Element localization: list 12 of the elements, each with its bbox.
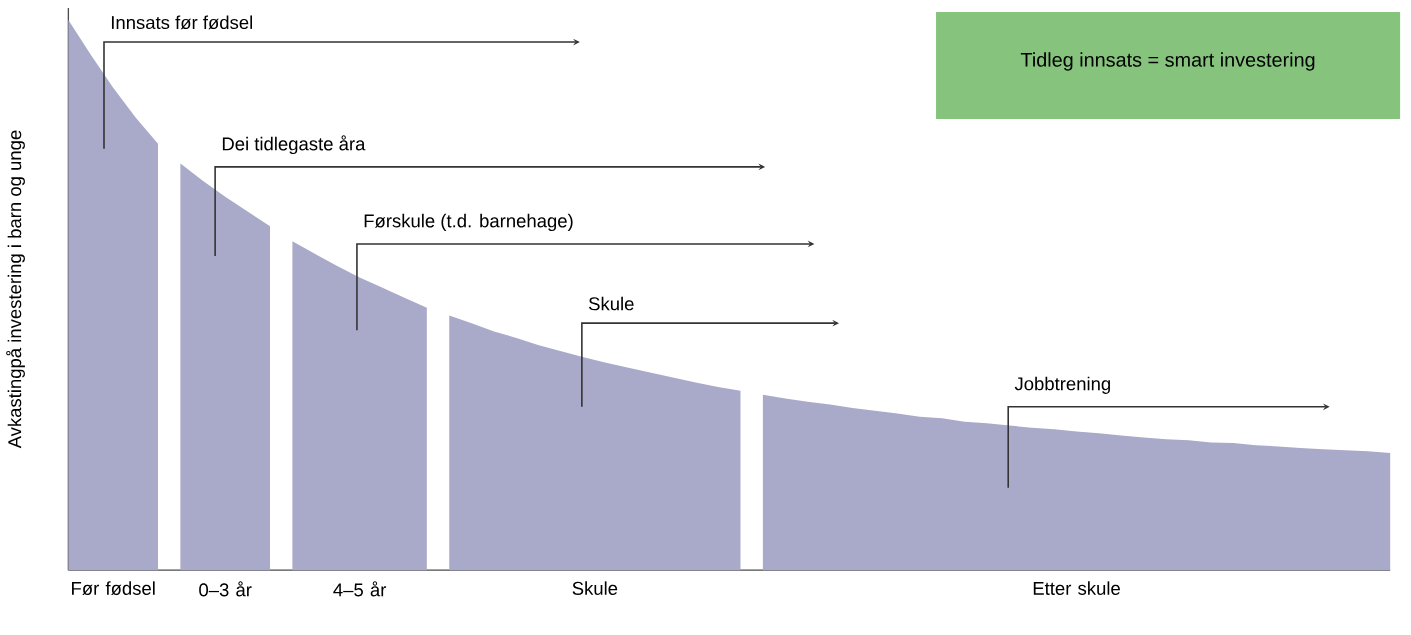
y-axis-title: Avkastingpå investering i barn og unge (6, 130, 25, 449)
annotation: Innsats før fødsel (111, 15, 253, 30)
annotation: Tidleg innsats = smart investering (1020, 52, 1315, 71)
series-label: Før fødsel (72, 581, 155, 596)
annotation: Jobbtrening (1014, 376, 1110, 395)
series-label: 0–3 år (199, 581, 252, 597)
series-label: 4–5 år (333, 581, 387, 597)
annotation: Dei tidlegaste åra (222, 135, 366, 155)
series-label: Skule (572, 581, 618, 596)
annotation: Skule (588, 296, 634, 311)
series-label: Etter skule (1033, 581, 1120, 596)
annotation: Førskule (t.d. barnehage) (364, 214, 573, 232)
